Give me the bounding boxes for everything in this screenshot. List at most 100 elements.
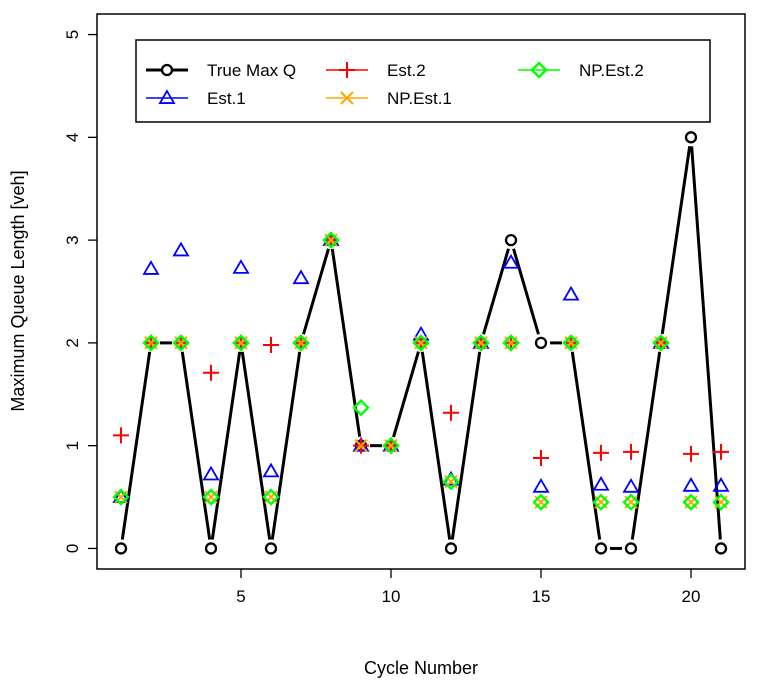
np-est-2-point (622, 493, 640, 511)
legend-box (135, 39, 711, 123)
np-est-2-point (142, 334, 160, 352)
est-2-point (203, 364, 219, 381)
true-max-q-point (504, 233, 518, 247)
series-line-segment (210, 351, 242, 540)
y-tick-label: 5 (63, 30, 82, 39)
np-est-2-point (712, 493, 730, 511)
legend-entry: Est.2 (326, 61, 426, 80)
legend-marker (160, 63, 174, 77)
np-est-2-point (442, 472, 460, 491)
est-2-point (593, 444, 609, 461)
np-est-2-point (412, 334, 430, 352)
np-est-1-point (354, 438, 368, 453)
est-1-point (592, 475, 610, 491)
true-max-q-point (264, 542, 278, 555)
series-layer (112, 131, 730, 555)
np-est-2-point (292, 334, 310, 352)
est-2-point (443, 404, 459, 421)
x-axis: 5 10 15 20 (236, 569, 700, 606)
legend-marker (340, 91, 354, 105)
true-max-q-point (204, 542, 218, 555)
np-est-2-point (262, 488, 280, 506)
legend-marker (339, 62, 355, 78)
legend-entry: NP.Est.1 (326, 89, 452, 108)
np-est-2-point (172, 334, 190, 352)
true-max-q-point (624, 542, 638, 555)
est-2-point (533, 450, 549, 466)
series-line-segment (570, 351, 602, 540)
series-line-segment (482, 248, 510, 335)
est-1-point (502, 253, 520, 269)
true-max-q-point (444, 542, 458, 555)
x-axis-title: Cycle Number (364, 658, 478, 678)
est-1-point (142, 260, 160, 275)
est-2-point (713, 443, 729, 460)
est-1-point (712, 476, 730, 492)
x-tick-label: 5 (236, 587, 245, 606)
series-line-segment (240, 351, 272, 540)
est-1-point (232, 259, 250, 274)
est-1-point (172, 241, 190, 257)
series-line-segment (270, 351, 302, 540)
series-line-segment (420, 351, 452, 540)
np-est-2-point (502, 334, 520, 352)
series-line-segment (302, 248, 330, 335)
series-line-segment (630, 351, 662, 540)
plot-frame (96, 13, 746, 570)
series-line-segment (392, 351, 420, 438)
est-1-point (622, 477, 640, 493)
est-1-point (112, 488, 130, 503)
legend-label: True Max Q (207, 61, 296, 80)
series-line-segment (512, 248, 540, 335)
legend-label: Est.1 (207, 89, 246, 108)
legend-marker (530, 61, 548, 79)
series-line-segment (120, 351, 152, 540)
est-1-point (262, 462, 280, 478)
est-1-point (202, 465, 220, 481)
series-np-est-1 (114, 233, 728, 509)
true-max-q-point (714, 542, 728, 555)
est-1-point (532, 477, 550, 493)
np-est-2-point (322, 231, 340, 249)
series-line-segment (660, 146, 692, 335)
est-1-point (292, 269, 310, 285)
legend-label: NP.Est.2 (579, 61, 644, 80)
np-est-2-point (592, 493, 610, 511)
y-axis: 0 1 2 3 4 5 (63, 30, 97, 553)
est-1-point (682, 476, 700, 492)
legend: True Max Q Est.1 Est.2 NP.Est.1 NP.Est.2 (135, 39, 711, 123)
y-tick-label: 3 (63, 235, 82, 244)
legend-entry: True Max Q (146, 61, 296, 80)
np-est-2-point (232, 334, 250, 352)
series-est-1 (112, 231, 730, 503)
legend-label: NP.Est.1 (387, 89, 452, 108)
est-1-point (562, 285, 580, 301)
x-tick-label: 10 (382, 587, 401, 606)
x-tick-label: 20 (682, 587, 701, 606)
np-est-2-point (652, 334, 670, 352)
np-est-2-point (382, 436, 400, 455)
est-2-point (623, 443, 639, 460)
series-line-segment (180, 351, 212, 540)
y-tick-label: 4 (63, 133, 82, 142)
est-2-point (263, 336, 279, 353)
series-true-max-q (114, 131, 728, 555)
y-axis-title: Maximum Queue Length [veh] (8, 170, 28, 411)
series-line-segment (690, 146, 722, 540)
true-max-q-point (114, 542, 128, 555)
np-est-2-point (112, 488, 130, 506)
est-2-point (113, 427, 129, 444)
np-est-2-point (352, 398, 370, 417)
y-tick-label: 1 (63, 441, 82, 450)
legend-label: Est.2 (387, 61, 426, 80)
np-est-2-point (532, 493, 550, 511)
true-max-q-point (684, 131, 698, 144)
np-est-2-point (202, 488, 220, 506)
x-tick-label: 15 (532, 587, 551, 606)
series-line-segment (450, 351, 482, 540)
legend-marker (158, 89, 176, 104)
y-tick-label: 2 (63, 338, 82, 347)
legend-entry: NP.Est.2 (518, 61, 644, 80)
legend-entry: Est.1 (146, 89, 246, 108)
